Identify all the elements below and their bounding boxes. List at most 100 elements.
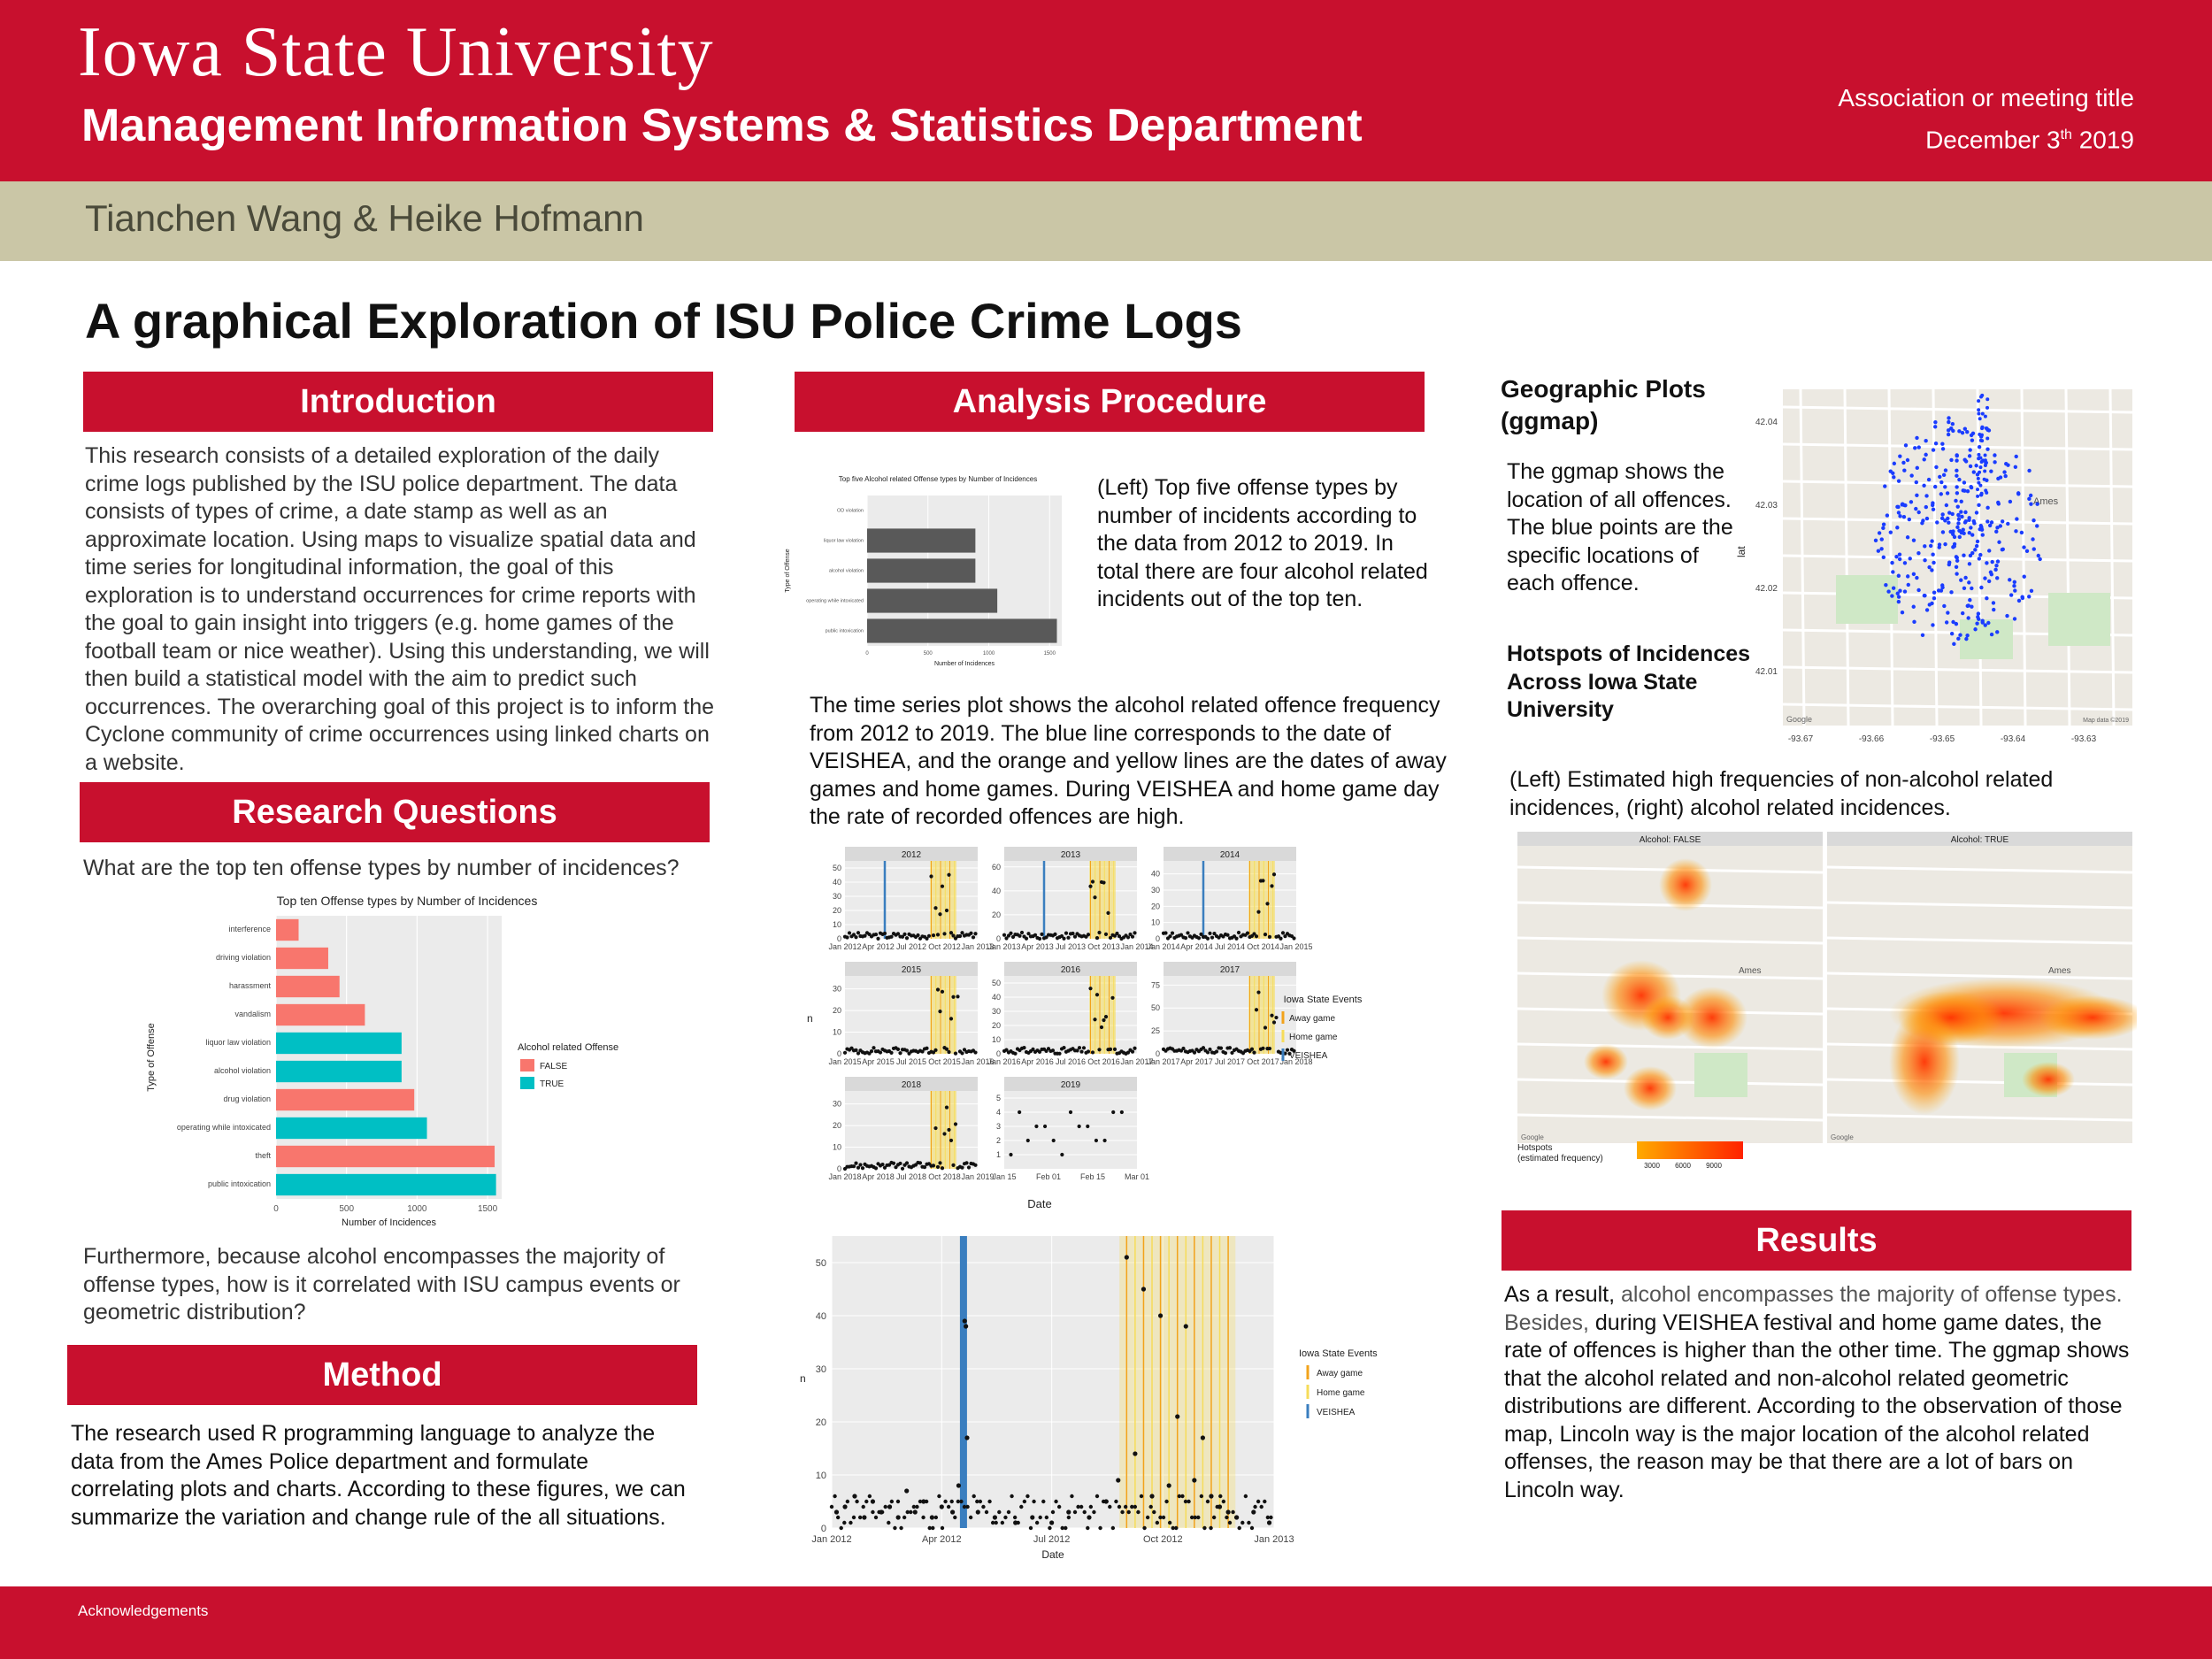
x-tick-label: 0	[273, 1204, 279, 1214]
legend-label: TRUE	[540, 1079, 565, 1089]
data-point	[1115, 931, 1119, 936]
offence-point	[1933, 425, 1938, 429]
hotspot	[2022, 1062, 2075, 1097]
data-point	[933, 1125, 938, 1131]
offence-point	[1903, 443, 1909, 448]
y-tick-label: 40	[992, 887, 1001, 895]
x-tick-label: Jan 2019	[961, 1172, 994, 1181]
x-axis-label: Number of Incidences	[342, 1217, 436, 1228]
data-point	[1170, 931, 1175, 935]
lon-tick-label: -93.64	[2001, 734, 2026, 744]
offence-point	[1993, 567, 1998, 572]
map-road	[1932, 389, 1939, 726]
acknowledgements-link[interactable]: Acknowledgements	[78, 1602, 209, 1619]
x-tick-label: Jan 2018	[1279, 1057, 1312, 1066]
x-tick-label: Oct 2016	[1087, 1057, 1120, 1066]
bar	[867, 528, 976, 553]
offence-point	[1956, 513, 1961, 518]
offence-point	[1923, 593, 1927, 598]
offence-point	[1916, 588, 1921, 593]
offence-point	[1979, 460, 1984, 465]
offence-point	[2016, 492, 2021, 496]
hotspot	[1659, 858, 1712, 911]
offence-point	[1930, 539, 1934, 543]
data-point	[1254, 934, 1259, 939]
data-point	[847, 931, 852, 935]
data-point	[856, 931, 861, 935]
data-point	[1088, 987, 1093, 991]
map-road	[1826, 972, 2133, 980]
data-point	[1090, 879, 1095, 884]
data-point	[1072, 934, 1078, 939]
data-point	[1066, 1515, 1071, 1520]
x-tick-label: Jul 2012	[896, 942, 926, 951]
data-point	[902, 932, 907, 937]
offence-point	[1914, 480, 1919, 485]
offence-point	[1960, 611, 1965, 616]
analysis-heading: Analysis Procedure	[795, 372, 1425, 432]
offence-point	[1962, 480, 1967, 485]
data-point	[1031, 1047, 1035, 1051]
map-park	[1694, 1053, 1747, 1097]
x-tick-label: Jul 2013	[1056, 942, 1086, 951]
offence-point	[1924, 452, 1928, 457]
offence-point	[1891, 570, 1895, 574]
data-point	[900, 1166, 905, 1171]
data-point	[856, 1165, 861, 1170]
data-point	[1267, 934, 1272, 939]
x-tick-label: Jan 15	[992, 1172, 1016, 1181]
offence-point	[1949, 457, 1954, 463]
offence-point	[1920, 633, 1925, 637]
data-point	[1075, 1048, 1079, 1053]
data-point	[912, 1509, 918, 1515]
data-point	[849, 1520, 853, 1525]
offence-point	[1901, 460, 1906, 465]
data-point	[1236, 930, 1241, 935]
map-road	[1826, 865, 2133, 874]
data-point	[931, 933, 936, 938]
offence-point	[1973, 627, 1978, 632]
data-point	[860, 1166, 865, 1171]
data-point	[856, 1051, 861, 1056]
data-point	[1136, 1509, 1141, 1515]
y-tick-label: 1	[996, 1150, 1001, 1159]
data-point	[887, 1504, 893, 1509]
offence-point	[1995, 576, 2000, 580]
data-point	[1225, 933, 1230, 937]
data-point	[1094, 1494, 1100, 1499]
offence-point	[2012, 584, 2016, 588]
data-point	[922, 1165, 927, 1170]
y-tick-label: 30	[816, 1364, 826, 1375]
x-tick-label: Apr 2012	[922, 1534, 962, 1545]
data-point	[1148, 1504, 1153, 1509]
offence-point	[1902, 589, 1908, 594]
data-point	[1108, 1504, 1112, 1509]
offence-point	[1896, 504, 1901, 510]
x-tick-label: Apr 2013	[1021, 942, 1054, 951]
data-point	[854, 1161, 858, 1165]
facet-label: 2013	[1061, 850, 1081, 860]
data-point	[951, 1163, 956, 1167]
data-point	[1059, 933, 1064, 939]
offence-point	[1962, 426, 1968, 431]
y-tick-label: 20	[992, 1021, 1001, 1030]
data-point	[1086, 1525, 1090, 1531]
data-point	[869, 1048, 874, 1054]
data-point	[870, 1499, 876, 1504]
map-road	[2108, 389, 2116, 726]
y-tick-label: 30	[1151, 886, 1160, 895]
map-road	[1782, 480, 2132, 488]
data-point	[920, 1049, 925, 1054]
offence-point	[1959, 578, 1963, 582]
lat-axis-label: lat	[1735, 546, 1747, 557]
data-point	[951, 933, 956, 938]
data-point	[1180, 1494, 1185, 1499]
offence-point	[1978, 456, 1983, 460]
data-point	[931, 1525, 935, 1531]
data-point	[1166, 1483, 1171, 1488]
x-tick-label: 1000	[983, 651, 995, 657]
data-point	[1271, 872, 1277, 877]
lat-tick-label: 42.04	[1755, 418, 1778, 427]
offence-point	[1983, 576, 1987, 580]
x-tick-label: Jan 2017	[1120, 1057, 1153, 1066]
